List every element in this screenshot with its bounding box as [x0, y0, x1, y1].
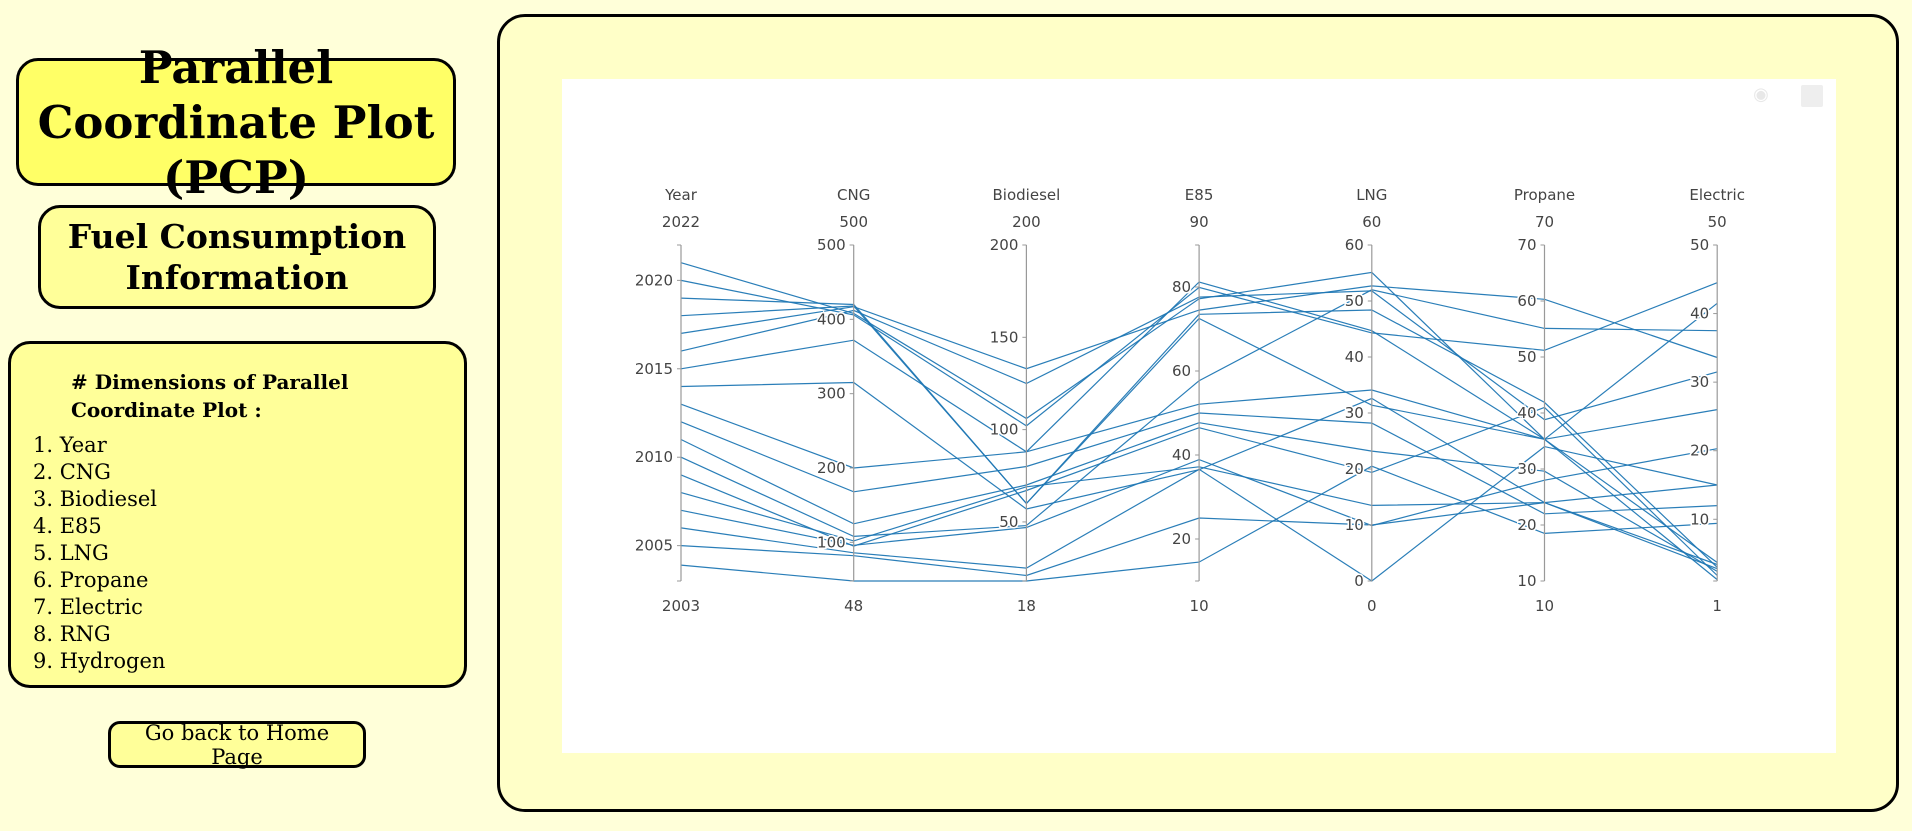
axis-max-label: 200 — [1012, 213, 1041, 231]
tick-label: 100 — [817, 533, 846, 551]
axis-title: Biodiesel — [993, 186, 1061, 204]
tick-label: 80 — [1172, 278, 1191, 296]
tick-label: 400 — [817, 310, 846, 328]
tick-label: 200 — [817, 459, 846, 477]
tick-label: 40 — [1517, 404, 1536, 422]
tick-label: 2010 — [635, 448, 673, 466]
axis-max-label: 500 — [839, 213, 868, 231]
dimension-item: 2. CNG — [33, 460, 111, 484]
dimension-item: 4. E85 — [33, 514, 102, 538]
tick-label: 60 — [1517, 292, 1536, 310]
tick-label: 2015 — [635, 360, 673, 378]
dimensions-list: 1. Year 2. CNG 3. Biodiesel 4. E85 5. LN… — [33, 432, 444, 675]
dimension-item: 6. Propane — [33, 568, 149, 592]
dimension-item: 5. LNG — [33, 541, 109, 565]
axis-title: Propane — [1514, 186, 1575, 204]
axis-title: E85 — [1185, 186, 1214, 204]
tick-label: 300 — [817, 385, 846, 403]
chart-frame: ◉ Year 2022 2003 2005 2010 2015 2020 CNG 500 48 10… — [497, 14, 1899, 812]
tick-label: 50 — [1517, 348, 1536, 366]
tick-label: 50 — [1345, 292, 1364, 310]
tick-label: 2005 — [635, 537, 673, 555]
tick-label: 500 — [817, 236, 846, 254]
tick-label: 30 — [1690, 373, 1709, 391]
axis-max-label: 50 — [1708, 213, 1727, 231]
dimensions-heading: # Dimensions of Parallel Coordinate Plot… — [71, 370, 349, 422]
tick-label: 10 — [1345, 516, 1364, 534]
axis-title: Year — [664, 186, 698, 204]
tick-label: 20 — [1690, 442, 1709, 460]
axis-min-label: 0 — [1367, 597, 1377, 615]
tick-label: 150 — [990, 328, 1019, 346]
tick-label: 30 — [1517, 460, 1536, 478]
axis-min-label: 2003 — [662, 597, 700, 615]
home-page-button[interactable]: Go back to Home Page — [108, 721, 366, 769]
axis-min-label: 1 — [1712, 597, 1722, 615]
tick-label: 200 — [990, 236, 1019, 254]
dimension-item: 7. Electric — [33, 595, 143, 619]
tick-label: 20 — [1172, 530, 1191, 548]
tick-label: 40 — [1690, 305, 1709, 323]
tick-label: 60 — [1172, 362, 1191, 380]
axis-title: LNG — [1356, 186, 1387, 204]
tick-label: 10 — [1517, 572, 1536, 590]
dimension-item: 9. Hydrogen — [33, 649, 166, 673]
dimension-item: 3. Biodiesel — [33, 487, 158, 511]
parallel-coordinates-chart: Year202220032005201020152020CNG500481002… — [633, 186, 1745, 615]
axis-min-label: 48 — [844, 597, 863, 615]
camera-icon[interactable]: ◉ — [1753, 84, 1769, 105]
tick-label: 100 — [990, 421, 1019, 439]
tick-label: 2020 — [635, 271, 673, 289]
tick-label: 50 — [999, 513, 1018, 531]
axis-max-label: 90 — [1190, 213, 1209, 231]
axis-title: CNG — [837, 186, 870, 204]
dimensions-panel: # Dimensions of Parallel Coordinate Plot… — [8, 341, 467, 688]
tick-label: 20 — [1345, 460, 1364, 478]
axis-max-label: 70 — [1535, 213, 1554, 231]
plot-area: ◉ Year 2022 2003 2005 2010 2015 2020 CNG 500 48 10… — [562, 79, 1836, 753]
tick-label: 70 — [1517, 236, 1536, 254]
axis-max-label: 60 — [1362, 213, 1381, 231]
tick-label: 40 — [1172, 446, 1191, 464]
axis-min-label: 10 — [1190, 597, 1209, 615]
tick-label: 0 — [1354, 572, 1364, 590]
page-subtitle: Fuel Consumption Information — [38, 205, 436, 309]
axis-min-label: 10 — [1535, 597, 1554, 615]
axis-max-label: 2022 — [662, 213, 700, 231]
dimension-item: 8. RNG — [33, 622, 111, 646]
tick-label: 50 — [1690, 236, 1709, 254]
tick-label: 40 — [1345, 348, 1364, 366]
tick-label: 60 — [1345, 236, 1364, 254]
axis-min-label: 18 — [1017, 597, 1036, 615]
page-title: Parallel Coordinate Plot (PCP) — [16, 41, 456, 204]
dimension-item: 1. Year — [33, 433, 107, 457]
tick-label: 10 — [1690, 510, 1709, 528]
tick-label: 30 — [1345, 404, 1364, 422]
plotly-logo-icon[interactable] — [1801, 85, 1823, 107]
axis-title: Electric — [1689, 186, 1745, 204]
tick-label: 20 — [1517, 516, 1536, 534]
